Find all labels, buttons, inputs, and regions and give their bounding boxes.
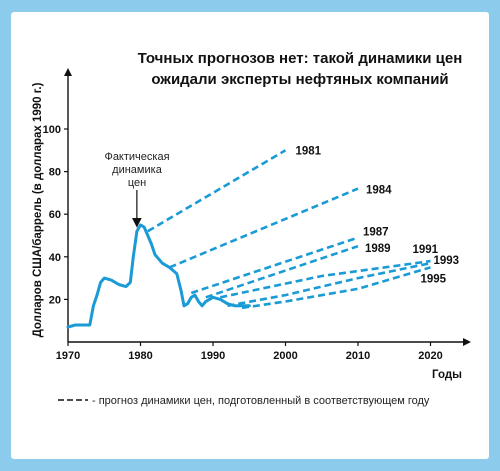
forecast-label-1987: 1987 xyxy=(363,227,389,239)
legend-text: - прогноз динамики цен, подготовленный в… xyxy=(92,395,430,407)
forecast-label-1993: 1993 xyxy=(434,255,460,267)
annotation-line-1: Фактическая xyxy=(104,151,169,163)
y-axis-label: Долларов США/баррель (в долларах 1990 г.… xyxy=(32,82,44,337)
forecast-line-1991 xyxy=(220,259,431,299)
forecast-label-1989: 1989 xyxy=(365,243,391,255)
actual-price-path xyxy=(66,223,251,329)
y-tick-label-80: 80 xyxy=(49,167,61,179)
y-tick-label-60: 60 xyxy=(49,209,61,221)
annotation: Фактическая динамика цен xyxy=(104,151,170,228)
forecast-line-1987 xyxy=(190,236,359,295)
chart-title-line-1: Точных прогнозов нет: такой динамики цен xyxy=(138,50,463,67)
forecast-line-1981 xyxy=(147,149,287,233)
chart-title-line-2: ожидали эксперты нефтяных компаний xyxy=(151,71,448,88)
x-tick-label-2010: 2010 xyxy=(346,350,370,362)
forecast-label-1991: 1991 xyxy=(413,244,439,256)
x-tick-label-2020: 2020 xyxy=(418,350,442,362)
x-tick-label-2000: 2000 xyxy=(273,350,297,362)
x-axis-arrow xyxy=(463,338,471,346)
y-tick-label-100: 100 xyxy=(43,124,61,136)
chart-panel xyxy=(11,12,489,459)
x-tick-label-1980: 1980 xyxy=(128,350,152,362)
axes xyxy=(64,68,471,346)
forecast-label-1984: 1984 xyxy=(366,185,392,197)
forecast-line-1993 xyxy=(227,261,431,308)
annotation-line-2: динамика xyxy=(112,164,163,176)
x-tick-label-1990: 1990 xyxy=(201,350,225,362)
y-axis-arrow xyxy=(64,68,72,76)
y-tick-label-20: 20 xyxy=(49,294,61,306)
forecast-label-1995: 1995 xyxy=(421,273,447,285)
actual-price-line xyxy=(66,223,251,329)
x-tick-label-1970: 1970 xyxy=(56,350,80,362)
forecast-line-1995 xyxy=(241,266,431,310)
forecast-lines xyxy=(147,149,431,310)
forecast-line-1989 xyxy=(205,244,359,299)
x-axis-label: Годы xyxy=(432,369,462,381)
legend: - прогноз динамики цен, подготовленный в… xyxy=(58,395,430,407)
forecast-line-1984 xyxy=(168,187,359,269)
y-tick-label-40: 40 xyxy=(49,252,61,264)
annotation-line-3: цен xyxy=(128,177,146,189)
forecast-label-1981: 1981 xyxy=(296,145,322,157)
